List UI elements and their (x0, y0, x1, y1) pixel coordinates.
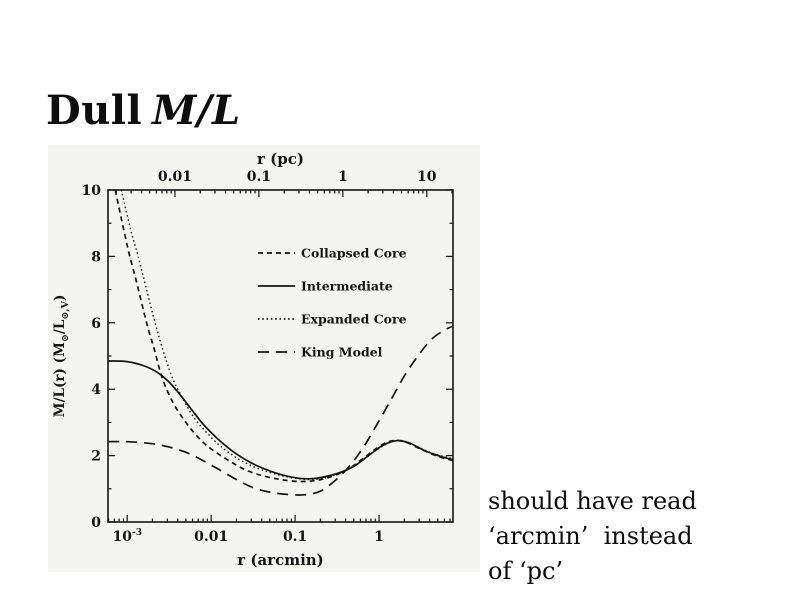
svg-text:0.01: 0.01 (194, 529, 228, 545)
note-line-1: should have read (488, 487, 697, 515)
svg-text:1: 1 (374, 529, 384, 545)
legend-item-intermediate: Intermediate (258, 279, 393, 294)
legend-item-king-model: King Model (258, 345, 383, 360)
plot-frame (107, 189, 454, 523)
series-intermediate (107, 360, 454, 480)
svg-text:0.01: 0.01 (158, 169, 192, 185)
svg-text:8: 8 (91, 249, 101, 265)
ml-profile-chart: 10-3 0.01 0.1 1 0.01 0.1 1 10 r (arcmin) r (pc) 10… (48, 145, 480, 572)
y-axis-title: M/L(r) (M⊙/L⊙,V) (52, 295, 71, 418)
svg-text:2: 2 (91, 449, 101, 465)
svg-text:1: 1 (338, 169, 348, 185)
note-line-2: ‘arcmin’ instead (488, 522, 693, 550)
series-king-model (107, 325, 454, 496)
correction-note: should have read ‘arcmin’ instead of ‘pc… (488, 484, 697, 589)
svg-text:Intermediate: Intermediate (301, 279, 393, 294)
svg-text:10: 10 (417, 169, 437, 185)
title-math-ml: M/L (152, 86, 241, 134)
svg-text:6: 6 (91, 316, 101, 332)
svg-text:Collapsed Core: Collapsed Core (301, 246, 407, 261)
page-title: Dull M/L (46, 87, 241, 134)
svg-text:0.1: 0.1 (283, 529, 307, 545)
x-axis-title-top: r (pc) (257, 150, 304, 168)
legend-item-expanded-core: Expanded Core (258, 312, 407, 327)
svg-text:0: 0 (91, 515, 101, 531)
svg-text:0.1: 0.1 (247, 169, 271, 185)
note-line-3: of ‘pc’ (488, 557, 564, 585)
legend-item-collapsed-core: Collapsed Core (258, 246, 407, 261)
series-expanded-core (120, 189, 454, 481)
title-word: Dull (46, 86, 143, 134)
chart-svg: 10-3 0.01 0.1 1 0.01 0.1 1 10 r (arcmin) r (pc) 10… (52, 150, 454, 569)
series-collapsed-core (114, 189, 454, 483)
x-axis-title-bottom: r (arcmin) (237, 551, 324, 569)
svg-text:Expanded Core: Expanded Core (301, 312, 407, 327)
svg-text:King Model: King Model (301, 345, 383, 360)
svg-text:10-3: 10-3 (112, 528, 141, 545)
svg-text:10: 10 (82, 183, 102, 199)
svg-text:4: 4 (91, 382, 101, 398)
